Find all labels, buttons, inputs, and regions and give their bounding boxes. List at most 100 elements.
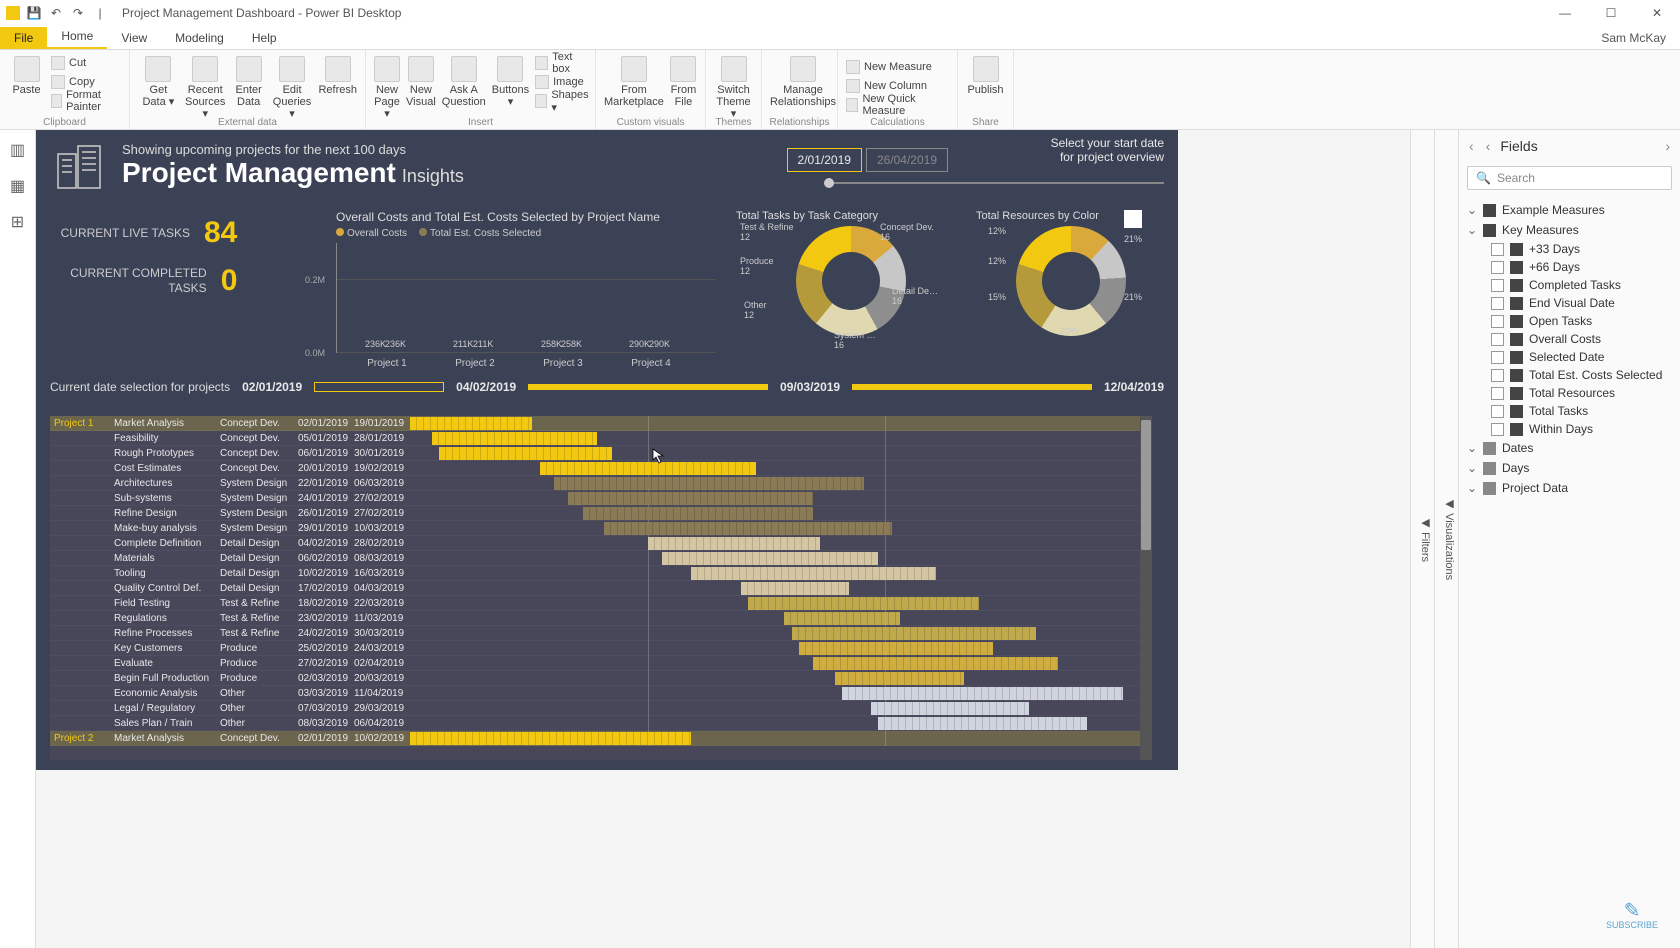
fields-pane: ‹‹ Fields › 🔍 Search ⌄Example Measures⌄K… — [1458, 130, 1680, 948]
save-icon[interactable]: 💾 — [26, 5, 42, 21]
new-measure-button[interactable]: New Measure — [846, 58, 949, 76]
gantt-row[interactable]: Cost EstimatesConcept Dev.20/01/201919/0… — [50, 461, 1152, 476]
new-page-button[interactable]: New Page ▾ — [374, 52, 400, 127]
minimize-icon[interactable]: — — [1542, 0, 1588, 26]
field-item[interactable]: Completed Tasks — [1463, 276, 1676, 294]
field-item[interactable]: Overall Costs — [1463, 330, 1676, 348]
report-view-icon[interactable]: ▥ — [8, 140, 28, 160]
manage-relationships-button[interactable]: Manage Relationships — [770, 52, 836, 127]
bar-chart[interactable]: Overall Costs and Total Est. Costs Selec… — [336, 210, 716, 370]
gantt-row[interactable]: Key CustomersProduce25/02/201924/03/2019 — [50, 641, 1152, 656]
gantt-row[interactable]: Legal / RegulatoryOther07/03/201929/03/2… — [50, 701, 1152, 716]
user-name[interactable]: Sam McKay — [1587, 27, 1680, 49]
tab-home[interactable]: Home — [47, 25, 107, 49]
date-range-boxes: 2/01/2019 26/04/2019 — [787, 148, 948, 172]
visualizations-pane-collapsed[interactable]: ◀ Visualizations — [1434, 130, 1458, 948]
recent-sources-button[interactable]: Recent Sources ▾ — [185, 52, 226, 127]
field-group[interactable]: ⌄Dates — [1463, 438, 1676, 458]
switch-theme-button[interactable]: Switch Theme ▾ — [714, 52, 753, 127]
field-group[interactable]: ⌄Example Measures — [1463, 200, 1676, 220]
fields-search[interactable]: 🔍 Search — [1467, 166, 1672, 190]
tab-file[interactable]: File — [0, 27, 47, 49]
field-item[interactable]: Total Resources — [1463, 384, 1676, 402]
field-group[interactable]: ⌄Project Data — [1463, 478, 1676, 498]
field-item[interactable]: Within Days — [1463, 420, 1676, 438]
field-item[interactable]: Total Est. Costs Selected — [1463, 366, 1676, 384]
format-painter-button[interactable]: Format Painter — [51, 92, 121, 110]
close-icon[interactable]: ✕ — [1634, 0, 1680, 26]
paste-button[interactable]: Paste — [8, 52, 45, 127]
report-canvas[interactable]: Showing upcoming projects for the next 1… — [36, 130, 1178, 770]
cut-button[interactable]: Cut — [51, 54, 121, 72]
filters-pane-collapsed[interactable]: ◀ Filters — [1410, 130, 1434, 948]
gantt-chart[interactable]: Project 1Market AnalysisConcept Dev.02/0… — [50, 416, 1152, 760]
nav-back2-icon[interactable]: ‹ — [1486, 138, 1491, 154]
from-file-button[interactable]: From File — [670, 52, 697, 127]
nav-forward-icon[interactable]: › — [1665, 138, 1670, 154]
tab-view[interactable]: View — [107, 27, 161, 49]
titlebar: 💾 ↶ ↷ | Project Management Dashboard - P… — [0, 0, 1680, 26]
field-group[interactable]: ⌄Key Measures — [1463, 220, 1676, 240]
timeline-selector[interactable]: Current date selection for projects 02/0… — [50, 380, 1164, 394]
timeline-date-3: 12/04/2019 — [1104, 380, 1164, 394]
gantt-row[interactable]: Sales Plan / TrainOther08/03/201906/04/2… — [50, 716, 1152, 731]
gantt-row[interactable]: Quality Control Def.Detail Design17/02/2… — [50, 581, 1152, 596]
field-item[interactable]: +66 Days — [1463, 258, 1676, 276]
gantt-row[interactable]: Refine DesignSystem Design26/01/201927/0… — [50, 506, 1152, 521]
date-slider[interactable] — [824, 182, 1164, 184]
gantt-row[interactable]: MaterialsDetail Design06/02/201908/03/20… — [50, 551, 1152, 566]
field-item[interactable]: Open Tasks — [1463, 312, 1676, 330]
nav-back-icon[interactable]: ‹ — [1469, 138, 1474, 154]
group-clipboard-label: Clipboard — [0, 117, 129, 128]
gantt-row[interactable]: EvaluateProduce27/02/201902/04/2019 — [50, 656, 1152, 671]
gantt-row[interactable]: ArchitecturesSystem Design22/01/201906/0… — [50, 476, 1152, 491]
gantt-row[interactable]: Rough PrototypesConcept Dev.06/01/201930… — [50, 446, 1152, 461]
field-item[interactable]: Total Tasks — [1463, 402, 1676, 420]
donut-tasks[interactable]: Total Tasks by Task Category 84 Test & R… — [736, 210, 906, 336]
new-visual-button[interactable]: New Visual — [406, 52, 436, 127]
search-icon: 🔍 — [1476, 171, 1491, 185]
new-quick-measure-button[interactable]: New Quick Measure — [846, 96, 949, 114]
textbox-button[interactable]: Text box — [535, 54, 590, 72]
publish-button[interactable]: Publish — [966, 52, 1005, 127]
gantt-row[interactable]: Project 1Market AnalysisConcept Dev.02/0… — [50, 416, 1152, 431]
gantt-row[interactable]: FeasibilityConcept Dev.05/01/201928/01/2… — [50, 431, 1152, 446]
tab-help[interactable]: Help — [238, 27, 291, 49]
redo-icon[interactable]: ↷ — [70, 5, 86, 21]
field-item[interactable]: +33 Days — [1463, 240, 1676, 258]
ask-question-button[interactable]: Ask A Question — [442, 52, 486, 127]
building-icon — [50, 136, 108, 194]
gantt-row[interactable]: Sub-systemsSystem Design24/01/201927/02/… — [50, 491, 1152, 506]
group-themes-label: Themes — [706, 117, 761, 128]
donut-resources[interactable]: Total Resources by Color 446 12%12%15%20… — [976, 210, 1126, 336]
date-start[interactable]: 2/01/2019 — [787, 148, 862, 172]
data-view-icon[interactable]: ▦ — [8, 176, 28, 196]
ribbon: Paste Cut Copy Format Painter Clipboard … — [0, 50, 1680, 130]
field-item[interactable]: End Visual Date — [1463, 294, 1676, 312]
gantt-row[interactable]: Complete DefinitionDetail Design04/02/20… — [50, 536, 1152, 551]
refresh-button[interactable]: Refresh — [318, 52, 357, 127]
gantt-row[interactable]: Begin Full ProductionProduce02/03/201920… — [50, 671, 1152, 686]
get-data-button[interactable]: Get Data ▾ — [138, 52, 179, 127]
enter-data-button[interactable]: Enter Data — [232, 52, 266, 127]
model-view-icon[interactable]: ⊞ — [8, 212, 28, 232]
edit-queries-button[interactable]: Edit Queries ▾ — [272, 52, 313, 127]
gantt-row[interactable]: Economic AnalysisOther03/03/201911/04/20… — [50, 686, 1152, 701]
gantt-row[interactable]: Refine ProcessesTest & Refine24/02/20193… — [50, 626, 1152, 641]
buttons-button[interactable]: Buttons ▾ — [492, 52, 529, 127]
shapes-button[interactable]: Shapes ▾ — [535, 92, 590, 110]
gantt-row[interactable]: ToolingDetail Design10/02/201916/03/2019 — [50, 566, 1152, 581]
color-chip — [1124, 210, 1142, 228]
gantt-row[interactable]: Make-buy analysisSystem Design29/01/2019… — [50, 521, 1152, 536]
gantt-row[interactable]: Field TestingTest & Refine18/02/201922/0… — [50, 596, 1152, 611]
gantt-row[interactable]: Project 2Market AnalysisConcept Dev.02/0… — [50, 731, 1152, 746]
field-item[interactable]: Selected Date — [1463, 348, 1676, 366]
gantt-row[interactable]: RegulationsTest & Refine23/02/201911/03/… — [50, 611, 1152, 626]
date-end[interactable]: 26/04/2019 — [866, 148, 948, 172]
barchart-title: Overall Costs and Total Est. Costs Selec… — [336, 210, 716, 224]
from-marketplace-button[interactable]: From Marketplace — [604, 52, 664, 127]
maximize-icon[interactable]: ☐ — [1588, 0, 1634, 26]
tab-modeling[interactable]: Modeling — [161, 27, 238, 49]
field-group[interactable]: ⌄Days — [1463, 458, 1676, 478]
undo-icon[interactable]: ↶ — [48, 5, 64, 21]
